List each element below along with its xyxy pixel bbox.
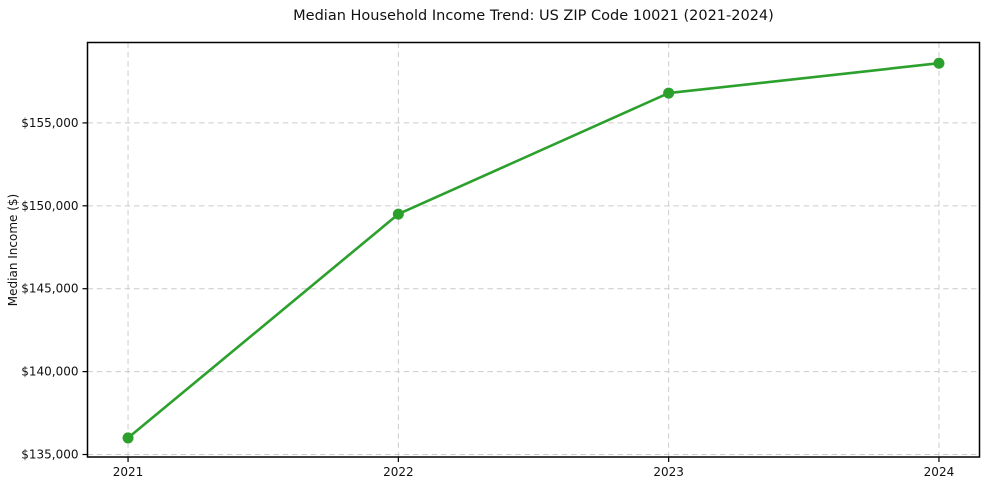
chart-title: Median Household Income Trend: US ZIP Co… xyxy=(293,8,774,24)
y-tick-label: $145,000 xyxy=(21,282,78,296)
y-tick-label: $150,000 xyxy=(21,199,78,213)
x-tick-label: 2023 xyxy=(653,465,684,479)
data-point xyxy=(122,432,134,444)
x-tick-label: 2024 xyxy=(924,465,955,479)
y-tick-label: $140,000 xyxy=(21,365,78,379)
data-point xyxy=(933,57,945,69)
x-tick-label: 2021 xyxy=(113,465,144,479)
x-tick-label: 2022 xyxy=(383,465,414,479)
data-point xyxy=(663,87,675,99)
plot-border xyxy=(86,41,981,458)
data-point xyxy=(392,208,404,220)
trend-line xyxy=(126,61,941,440)
y-tick-label: $135,000 xyxy=(21,448,78,462)
y-tick-label: $155,000 xyxy=(21,116,78,130)
